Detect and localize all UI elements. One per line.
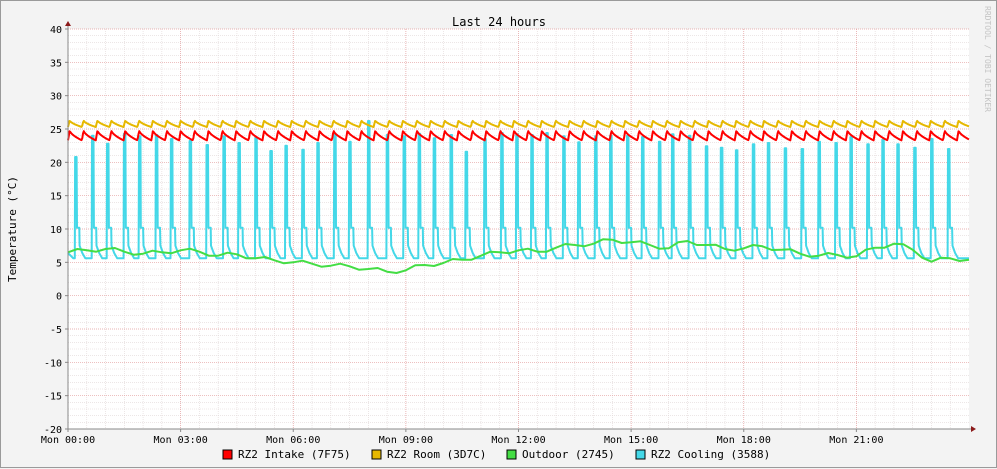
grid-major-lines: [67, 28, 969, 430]
y-tick-label: -5: [50, 325, 62, 336]
legend-swatch: [222, 449, 233, 460]
legend-label: RZ2 Room (3D7C): [387, 448, 486, 461]
axes: [65, 21, 976, 432]
x-tick-label: Mon 15:00: [604, 435, 658, 446]
y-tick-label: 35: [50, 58, 62, 69]
x-tick-label: Mon 21:00: [829, 435, 883, 446]
y-tick-label: 30: [50, 92, 62, 103]
legend-swatch: [506, 449, 517, 460]
legend-label: Outdoor (2745): [522, 448, 615, 461]
y-tick-label: 25: [50, 125, 62, 136]
series-line-rz2-intake-7f75: [67, 130, 970, 142]
y-tick-label: 20: [50, 158, 62, 169]
legend-swatch: [371, 449, 382, 460]
legend-label: RZ2 Intake (7F75): [238, 448, 351, 461]
chart-title: Last 24 hours: [452, 15, 546, 29]
y-tick-label: 40: [50, 25, 62, 36]
x-tick-label: Mon 00:00: [41, 435, 95, 446]
series-line-rz2-room-3d7c: [67, 119, 970, 128]
legend-swatch: [635, 449, 646, 460]
series-layer: [67, 119, 970, 274]
x-tick-label: Mon 03:00: [154, 435, 208, 446]
series-line-rz2-cooling-3588: [67, 120, 969, 260]
series-line-outdoor-2745: [67, 238, 970, 274]
x-tick-label: Mon 18:00: [717, 435, 771, 446]
watermark: RRDTOOL / TOBI OETIKER: [983, 6, 992, 112]
x-tick-label: Mon 09:00: [379, 435, 433, 446]
legend: RZ2 Intake (7F75) RZ2 Room (3D7C) Outdoor …: [222, 448, 770, 461]
y-tick-label: -10: [44, 358, 62, 369]
y-tick-label: 5: [56, 258, 62, 269]
y-tick-label: 10: [50, 225, 62, 236]
tick-labels: -20 -15 -10 -5 0 5 10 15 20 25 30 35 40 Mon 00:00 Mon …: [41, 25, 884, 446]
y-tick-label: -15: [44, 392, 62, 403]
y-axis-label: Temperature (°C): [6, 176, 19, 282]
legend-label: RZ2 Cooling (3588): [651, 448, 770, 461]
y-tick-label: 15: [50, 192, 62, 203]
y-tick-label: 0: [56, 292, 62, 303]
y-tick-label: -20: [44, 425, 62, 436]
x-tick-label: Mon 12:00: [491, 435, 545, 446]
y-axis-arrow: [65, 21, 71, 26]
x-tick-label: Mon 06:00: [266, 435, 320, 446]
x-axis-arrow: [971, 426, 976, 432]
